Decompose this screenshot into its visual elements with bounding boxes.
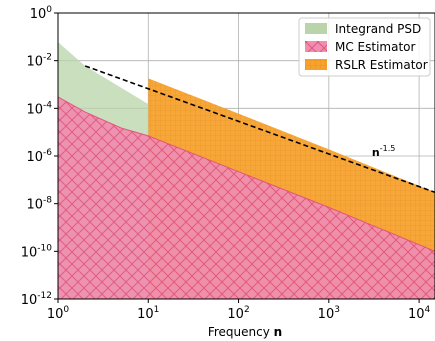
legend-swatch-rslr-estimator <box>305 59 327 70</box>
line-layer <box>84 65 435 194</box>
legend-label-mc-estimator: MC Estimator <box>335 40 416 54</box>
y-tick-label: 10-4 <box>26 100 52 117</box>
tick-layer: 100 101 102 103 104 100 10-2 10-4 10-6 10-8 10-10 1… <box>21 5 431 322</box>
legend-label-integrand-psd: Integrand PSD <box>335 22 421 36</box>
x-tick-label: 103 <box>318 305 340 322</box>
x-tick-label: 100 <box>47 305 70 322</box>
legend-swatch-integrand-psd <box>305 23 327 34</box>
y-tick-label: 10-12 <box>21 291 52 308</box>
y-tick-label: 10-8 <box>26 196 52 213</box>
y-tick-label: 10-2 <box>26 53 52 70</box>
y-tick-label: 100 <box>30 5 53 22</box>
x-axis-title: Frequency n <box>208 325 282 339</box>
x-tick-label: 104 <box>408 305 431 322</box>
legend-swatch-mc-estimator <box>305 41 327 52</box>
reference-line <box>84 65 435 194</box>
area-mc-estimator <box>58 96 435 299</box>
x-tick-label: 102 <box>227 305 249 322</box>
y-tick-label: 10-10 <box>21 243 53 260</box>
legend-box <box>298 17 431 77</box>
legend: Integrand PSD MC Estimator RSLR Estimato… <box>298 17 431 77</box>
reference-line-label: n-1.5 <box>372 144 395 159</box>
y-tick-label: 10-6 <box>26 148 52 165</box>
legend-label-rslr-estimator: RSLR Estimator <box>335 58 428 72</box>
x-tick-label: 101 <box>137 305 159 322</box>
area-layer <box>58 42 435 299</box>
